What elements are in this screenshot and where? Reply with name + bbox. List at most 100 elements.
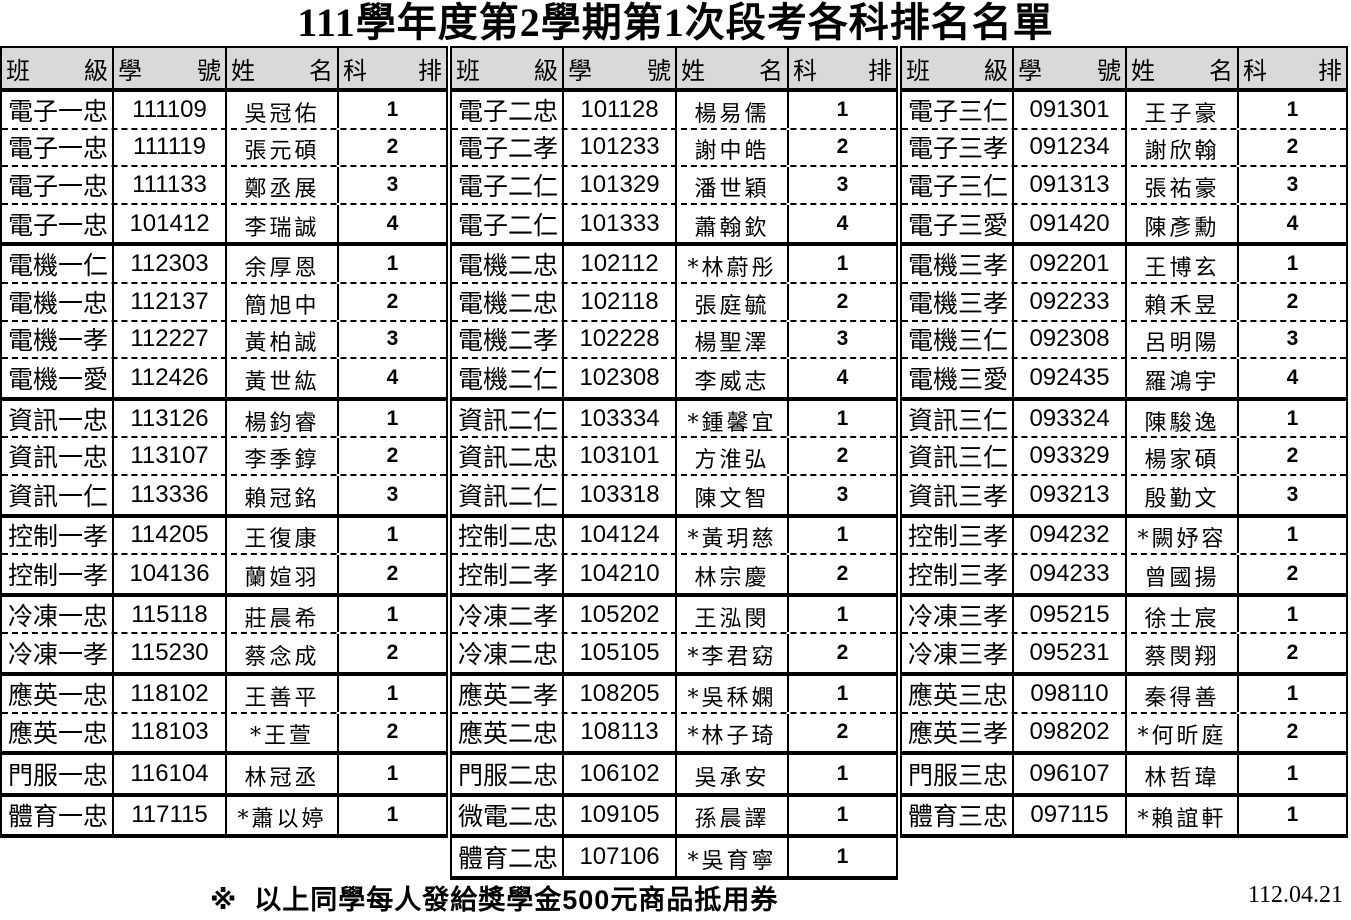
name-cell: 謝欣翰 (1127, 129, 1239, 166)
name-cell: 蕭翰欽 (677, 204, 789, 243)
header-char: 排 (868, 57, 892, 85)
header-char: 科 (343, 57, 367, 85)
rank-cell: 3 (1286, 482, 1299, 506)
header-char: 級 (84, 57, 108, 85)
student-id-cell: 116104 (114, 755, 227, 793)
rank-cell: 1 (386, 761, 399, 785)
table-row: 控制一孝 114205 王復康 1 (2, 517, 446, 556)
rank-cell: 2 (836, 135, 849, 159)
name-cell: 呂明陽 (1127, 321, 1239, 358)
header-char: 級 (984, 57, 1008, 85)
table-row: 電機一仁 112303 余厚恩 1 (2, 246, 446, 284)
department-group: 控制二忠 104124 *黃玥慈 1 控制二孝 104210 林宗慶 2 (452, 517, 896, 597)
department-group: 體育二忠 107106 *吳育寧 1 (452, 838, 896, 880)
rank-cell: 1 (386, 803, 399, 827)
department-group: 冷凍一忠 115118 莊晨希 1 冷凍一孝 115230 蔡念成 2 (2, 596, 446, 676)
class-cell: 電機二仁 (452, 359, 564, 397)
table-row: 體育二忠 107106 *吳育寧 1 (452, 838, 896, 876)
name-cell: 陳彥勳 (1127, 204, 1239, 243)
department-group: 應英一忠 118102 王善平 1 應英一忠 118103 *王萱 2 (2, 675, 446, 756)
rank-cell: 1 (836, 761, 849, 785)
name-cell: 楊易儒 (677, 92, 789, 128)
table-row: 應英二忠 108113 *林子琦 2 (452, 713, 896, 752)
table-row: 電機三仁 092308 呂明陽 3 (902, 321, 1346, 360)
header-name: 姓名 (227, 48, 339, 88)
table-row: 控制三孝 094233 曾國揚 2 (902, 555, 1346, 593)
rank-cell: 4 (386, 211, 399, 235)
table-row: 電子三孝 091234 謝欣翰 2 (902, 129, 1346, 168)
name-cell: 張元碩 (227, 129, 339, 166)
table-row: 門服二忠 106102 吳承安 1 (452, 755, 896, 793)
rank-cell: 1 (836, 406, 849, 430)
name-cell: 鄭丞展 (227, 167, 339, 203)
rank-cell: 1 (836, 803, 849, 827)
header-char: 學 (1018, 57, 1042, 85)
name-cell: *吳育寧 (677, 838, 789, 876)
class-cell: 電機一孝 (2, 321, 114, 358)
table-row: 冷凍一孝 115230 蔡念成 2 (2, 634, 446, 672)
class-cell: 資訊一忠 (2, 438, 114, 474)
class-cell: 控制一孝 (2, 555, 114, 593)
student-id-cell: 094232 (1014, 517, 1127, 554)
table-row: 門服三忠 096107 林哲瑋 1 (902, 755, 1346, 793)
department-group: 微電二忠 109105 孫晨譯 1 (452, 796, 896, 839)
name-cell: *林子琦 (677, 713, 789, 752)
class-cell: 電子二仁 (452, 204, 564, 243)
name-cell: 王子豪 (1127, 92, 1239, 128)
name-cell: *賴誼軒 (1127, 796, 1239, 835)
table-row: 電機二孝 102228 楊聖澤 3 (452, 321, 896, 360)
class-cell: 電機二忠 (452, 246, 564, 282)
rank-cell: 2 (1286, 720, 1299, 744)
name-cell: *王萱 (227, 713, 339, 752)
student-id-cell: 093324 (1014, 400, 1127, 437)
rank-cell: 1 (836, 523, 849, 547)
class-cell: 電機三愛 (902, 359, 1014, 397)
class-cell: 門服三忠 (902, 755, 1014, 793)
rank-cell: 2 (386, 561, 399, 585)
rank-cell: 1 (836, 602, 849, 626)
rank-cell: 2 (836, 561, 849, 585)
student-id-cell: 093213 (1014, 475, 1127, 514)
name-cell: *闕妤容 (1127, 517, 1239, 554)
class-cell: 電機一愛 (2, 359, 114, 397)
class-cell: 應英三孝 (902, 713, 1014, 752)
table-row: 電機一愛 112426 黃世紘 4 (2, 359, 446, 397)
student-id-cell: 117115 (114, 796, 227, 835)
name-cell: 賴冠銘 (227, 475, 339, 514)
name-cell: 羅鴻宇 (1127, 359, 1239, 397)
name-cell: 林冠丞 (227, 755, 339, 793)
student-id-cell: 095215 (1014, 596, 1127, 633)
student-id-cell: 101329 (564, 167, 677, 203)
table-row: 電子三仁 091313 張祐豪 3 (902, 167, 1346, 205)
header-char: 排 (1318, 57, 1342, 85)
class-cell: 電子二孝 (452, 129, 564, 166)
name-cell: 楊家碩 (1127, 438, 1239, 474)
class-cell: 資訊三孝 (902, 475, 1014, 514)
table-row: 電子二仁 101329 潘世穎 3 (452, 167, 896, 205)
student-id-cell: 107106 (564, 838, 677, 876)
name-cell: 李瑞誠 (227, 204, 339, 243)
table-row: 冷凍二孝 105202 王泓閔 1 (452, 596, 896, 635)
header-char: 學 (118, 57, 142, 85)
student-id-cell: 102112 (564, 246, 677, 282)
header-char: 名 (1209, 57, 1233, 85)
header-student-id: 學號 (1014, 48, 1127, 88)
name-cell: 潘世穎 (677, 167, 789, 203)
header-char: 班 (456, 57, 480, 85)
class-cell: 資訊二仁 (452, 400, 564, 437)
table-row: 電機三愛 092435 羅鴻宇 4 (902, 359, 1346, 397)
class-cell: 電機三仁 (902, 321, 1014, 358)
name-cell: 李威志 (677, 359, 789, 397)
header-class: 班級 (452, 48, 564, 88)
header-char: 班 (906, 57, 930, 85)
name-cell: 余厚恩 (227, 246, 339, 282)
class-cell: 冷凍三孝 (902, 634, 1014, 672)
student-id-cell: 112137 (114, 283, 227, 320)
class-cell: 冷凍二忠 (452, 634, 564, 672)
table-row: 電子三仁 091301 王子豪 1 (902, 92, 1346, 130)
rank-cell: 4 (836, 365, 849, 389)
page-title: 111學年度第2學期第1次段考各科排名名單 (297, 0, 1054, 45)
department-group: 資訊二仁 103334 *鍾馨宜 1 資訊二忠 103101 方淮弘 2 資訊二仁 103318 陳… (452, 400, 896, 518)
header-row: 班級學號姓名科排 (2, 48, 446, 92)
class-cell: 電子三孝 (902, 129, 1014, 166)
